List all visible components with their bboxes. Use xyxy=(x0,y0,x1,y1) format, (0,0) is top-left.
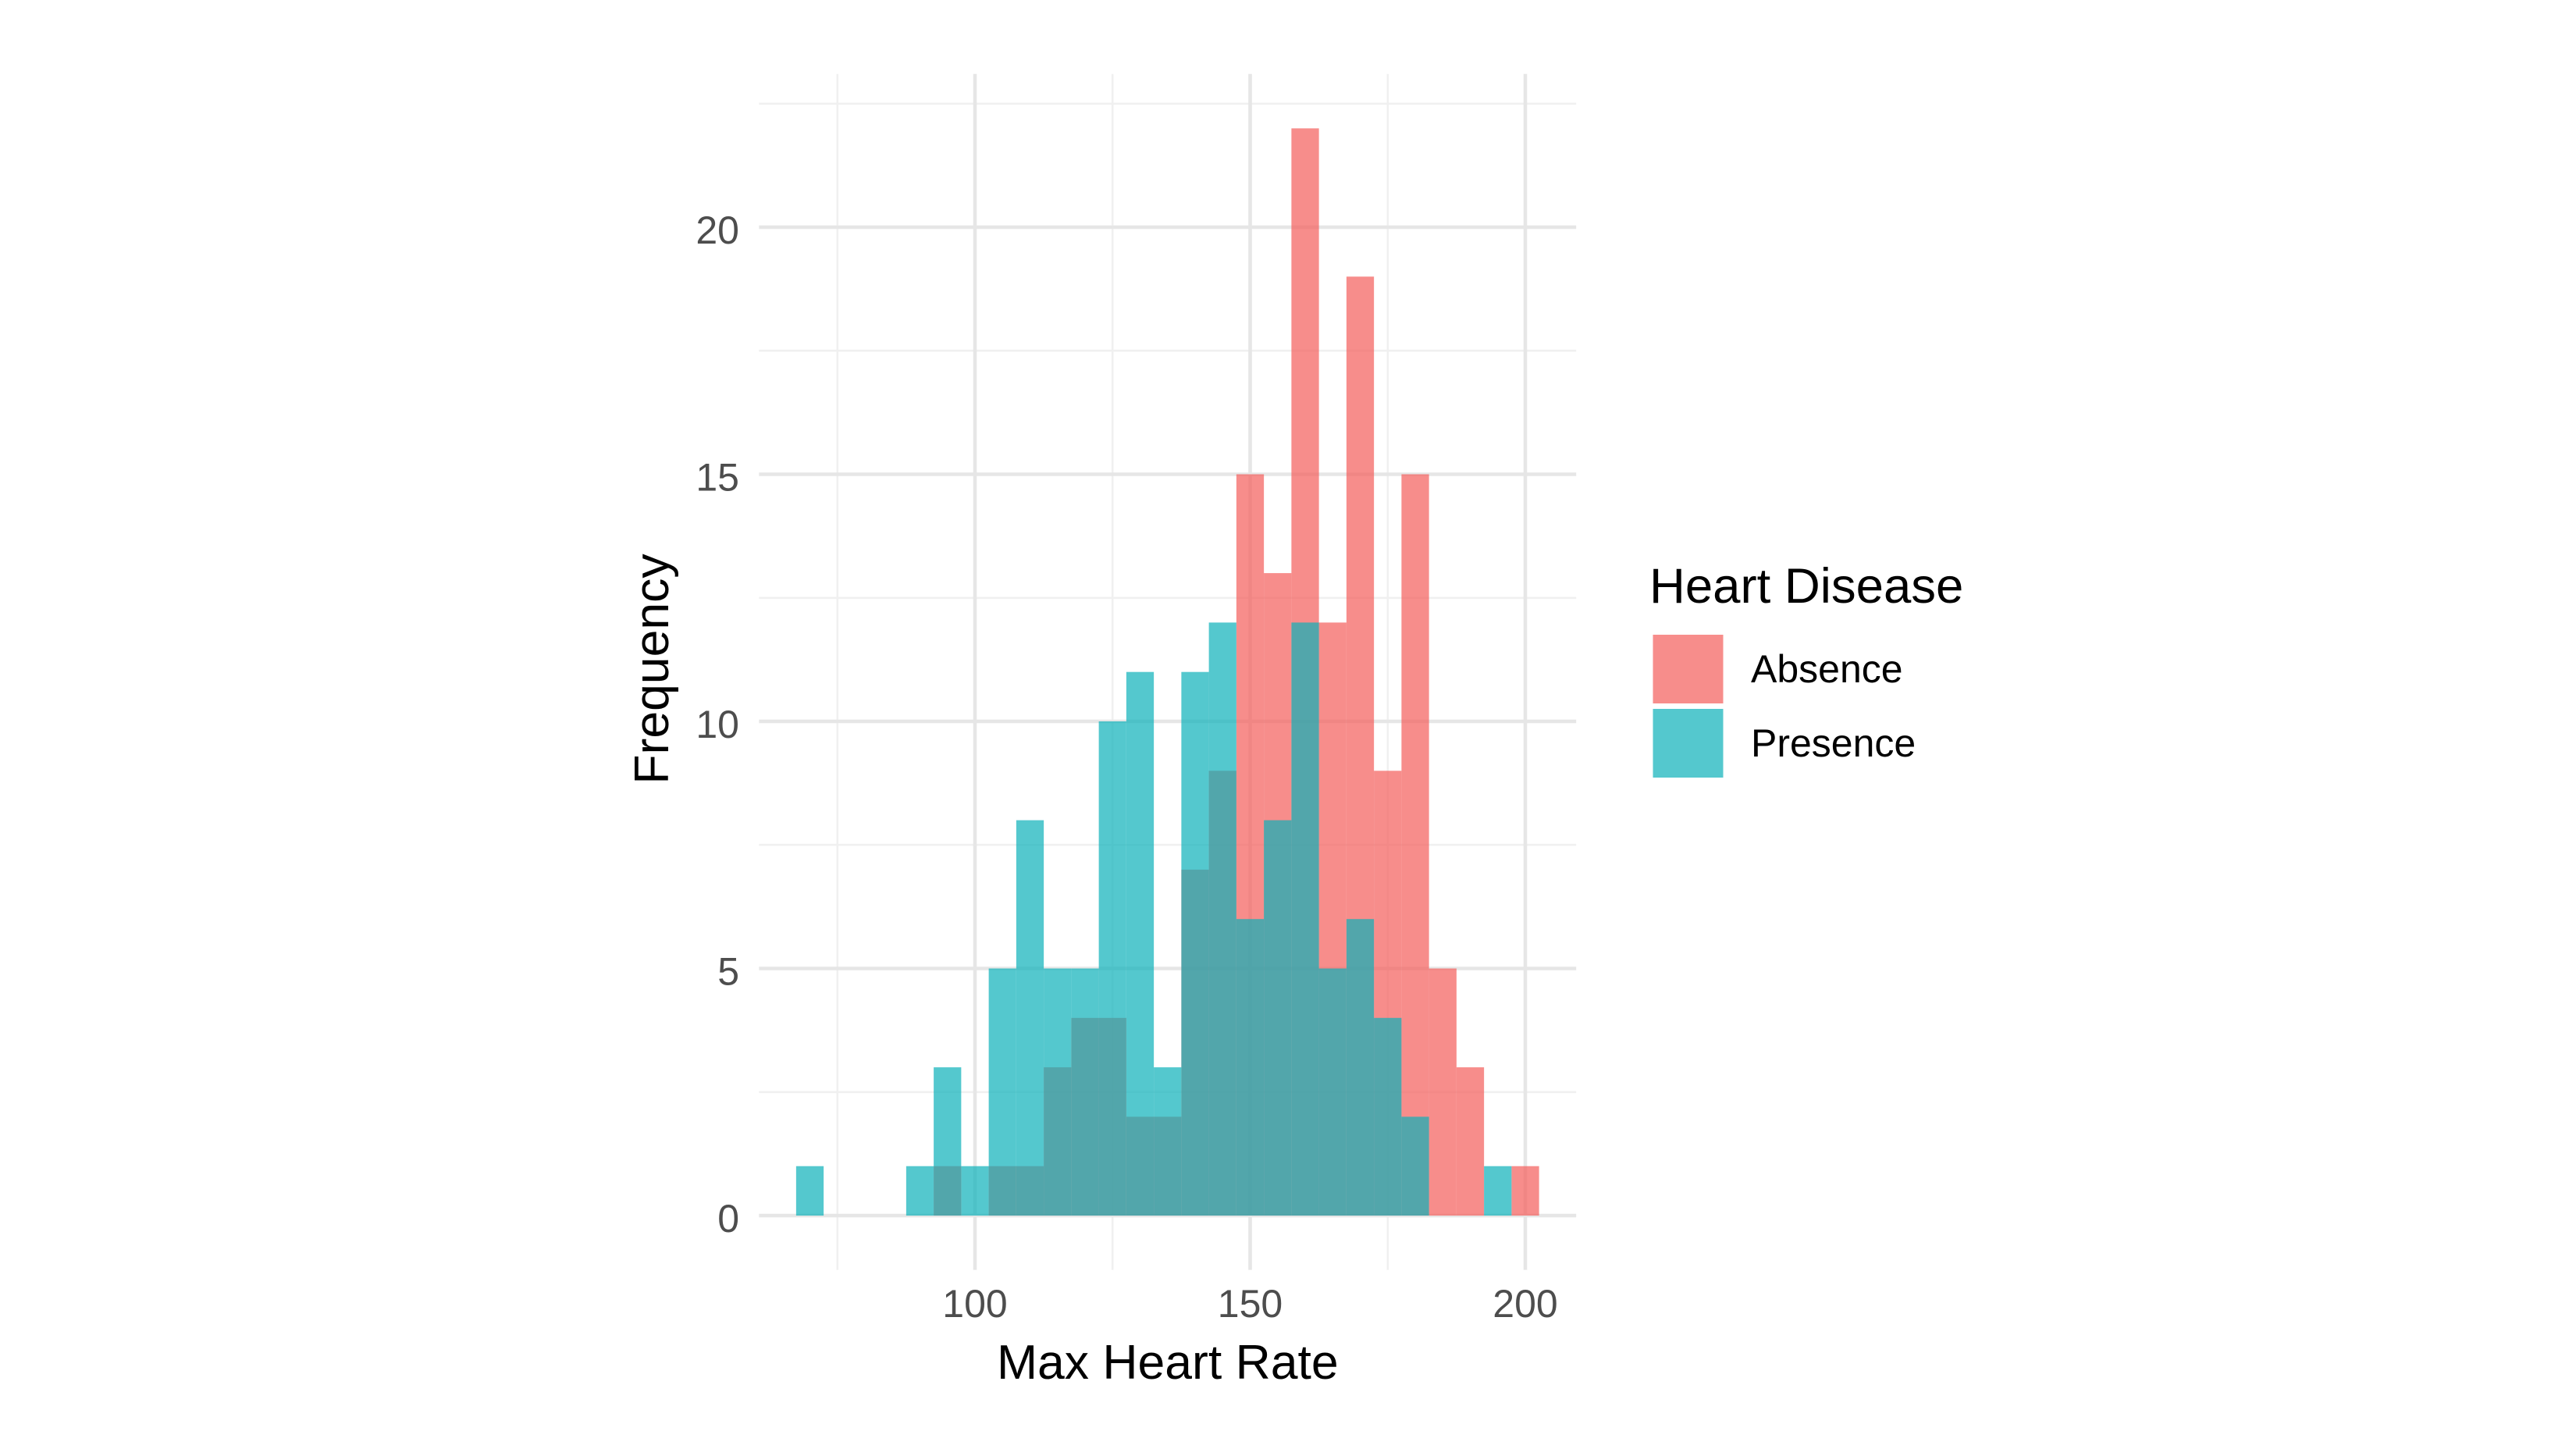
svg-text:20: 20 xyxy=(696,208,739,252)
svg-text:15: 15 xyxy=(696,456,739,500)
svg-text:200: 200 xyxy=(1493,1282,1557,1326)
svg-text:Max Heart Rate: Max Heart Rate xyxy=(997,1335,1339,1390)
svg-text:100: 100 xyxy=(942,1282,1007,1326)
svg-text:Heart Disease: Heart Disease xyxy=(1649,559,1963,614)
svg-text:5: 5 xyxy=(717,950,739,994)
svg-text:Presence: Presence xyxy=(1751,721,1916,765)
svg-text:10: 10 xyxy=(696,703,739,746)
svg-text:Frequency: Frequency xyxy=(624,554,679,785)
svg-text:150: 150 xyxy=(1218,1282,1283,1326)
svg-text:0: 0 xyxy=(717,1197,739,1241)
svg-text:Absence: Absence xyxy=(1751,647,1903,691)
